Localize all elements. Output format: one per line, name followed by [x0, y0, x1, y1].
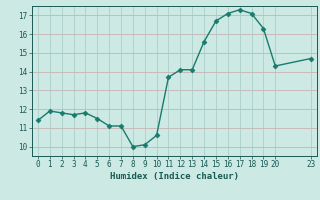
X-axis label: Humidex (Indice chaleur): Humidex (Indice chaleur): [110, 172, 239, 181]
